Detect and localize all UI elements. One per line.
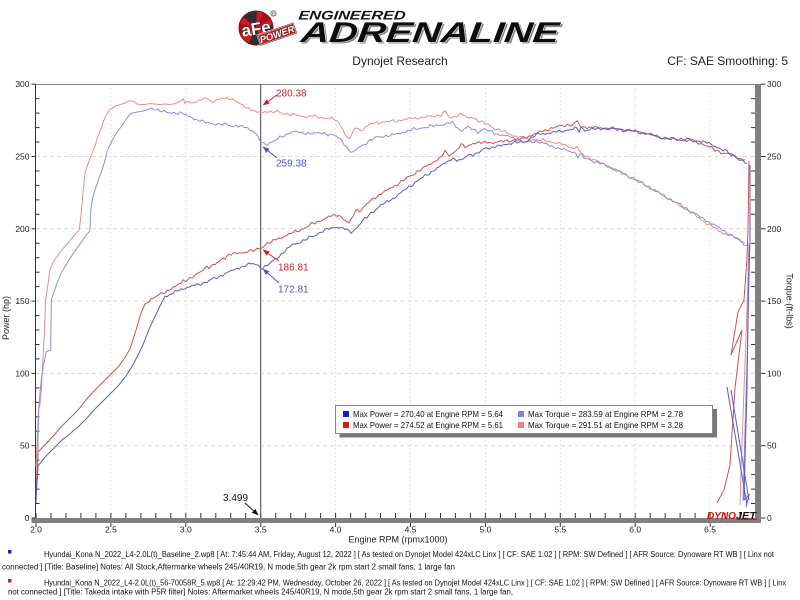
svg-text:CF: SAE Smoothing: 5: CF: SAE Smoothing: 5 [667, 54, 788, 68]
svg-text:not connected ] [Title: Takeda: not connected ] [Title: Takeda intake wi… [8, 588, 513, 597]
svg-text:Max Power = 274.52 at Engine R: Max Power = 274.52 at Engine RPM = 5.61 [353, 420, 503, 430]
svg-text:Torque (ft-lbs): Torque (ft-lbs) [785, 273, 795, 329]
svg-text:100: 100 [15, 368, 29, 378]
svg-text:Dynojet Research: Dynojet Research [352, 54, 447, 68]
svg-text:150: 150 [15, 296, 29, 306]
svg-text:2.5: 2.5 [105, 525, 117, 535]
svg-text:186.81: 186.81 [278, 263, 309, 274]
svg-text:DYNO: DYNO [707, 510, 736, 522]
svg-text:4.5: 4.5 [405, 525, 417, 535]
svg-text:150: 150 [767, 296, 781, 306]
svg-text:4.0: 4.0 [330, 525, 342, 535]
svg-text:Hyundai_Kona N_2022_L4-2.0L(t): Hyundai_Kona N_2022_L4-2.0L(t)_56-70058R… [44, 579, 786, 588]
svg-text:2.0: 2.0 [30, 525, 42, 535]
svg-text:3.499: 3.499 [223, 493, 248, 504]
svg-text:200: 200 [767, 224, 781, 234]
svg-text:50: 50 [767, 441, 777, 451]
svg-text:ADRENALINE: ADRENALINE [298, 17, 562, 49]
svg-text:Max Torque = 283.59 at Engine: Max Torque = 283.59 at Engine RPM = 2.78 [528, 409, 683, 419]
svg-text:3.0: 3.0 [180, 525, 192, 535]
svg-text:172.81: 172.81 [278, 285, 309, 296]
svg-text:5.5: 5.5 [554, 525, 566, 535]
svg-text:100: 100 [767, 368, 781, 378]
svg-text:ENGINEERED: ENGINEERED [298, 9, 406, 23]
svg-text:50: 50 [20, 441, 30, 451]
svg-text:6.5: 6.5 [704, 525, 716, 535]
svg-text:5.0: 5.0 [479, 525, 491, 535]
svg-text:250: 250 [767, 152, 781, 162]
svg-text:259.38: 259.38 [276, 159, 307, 170]
svg-text:connected ] [Title: Baseline]: connected ] [Title: Baseline] Notes: All… [2, 563, 455, 572]
svg-text:Max Torque = 291.51 at Engine: Max Torque = 291.51 at Engine RPM = 3.28 [528, 420, 683, 430]
svg-text:Max Power = 270.40 at Engine R: Max Power = 270.40 at Engine RPM = 5.64 [353, 409, 503, 419]
svg-text:250: 250 [15, 152, 29, 162]
svg-text:ADRENALINE: ADRENALINE [300, 19, 564, 51]
svg-text:R: R [272, 11, 276, 16]
svg-text:280.38: 280.38 [276, 89, 307, 100]
svg-text:0: 0 [767, 513, 772, 523]
svg-text:3.5: 3.5 [255, 525, 267, 535]
svg-text:JET: JET [736, 510, 758, 522]
svg-text:Hyundai_Kona N_2022_L4-2.0L(t): Hyundai_Kona N_2022_L4-2.0L(t)_Baseline_… [44, 550, 775, 559]
svg-text:6.0: 6.0 [629, 525, 641, 535]
svg-text:300: 300 [15, 79, 29, 89]
svg-text:0: 0 [25, 513, 30, 523]
svg-text:Engine RPM (rpmx1000): Engine RPM (rpmx1000) [348, 535, 447, 545]
svg-text:300: 300 [767, 79, 781, 89]
svg-text:Power (hp): Power (hp) [1, 296, 11, 340]
svg-text:200: 200 [15, 224, 29, 234]
